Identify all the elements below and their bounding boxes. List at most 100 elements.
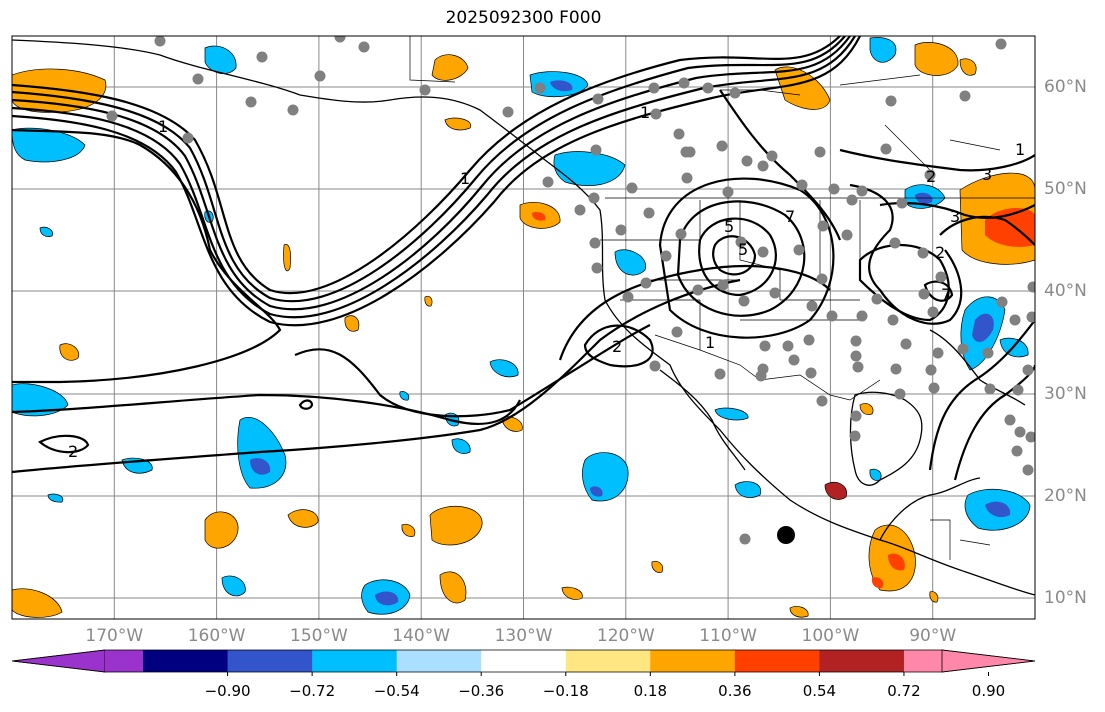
longitude-label: 120°W (596, 626, 655, 646)
station-dot (828, 183, 840, 195)
station-dot (626, 182, 638, 194)
station-dot (927, 306, 939, 318)
contour-label: 2 (612, 337, 622, 356)
colorbar-segment (143, 650, 229, 672)
station-dot (534, 82, 546, 94)
station-dot (1004, 414, 1016, 426)
station-dot (850, 350, 862, 362)
longitude-label: 150°W (290, 626, 348, 646)
colorbar-tick-label: −0.90 (204, 682, 251, 700)
station-dot (957, 343, 969, 355)
station-dot (678, 77, 690, 89)
station-dot (643, 207, 655, 219)
colorbar-segment (565, 650, 651, 672)
station-dots (106, 36, 1035, 545)
station-dot (1009, 314, 1021, 326)
station-dot (589, 237, 601, 249)
latitude-label: 10°N (1044, 588, 1087, 608)
station-dot (717, 279, 729, 291)
longitude-label: 100°W (801, 626, 860, 646)
contour-lines (12, 36, 1035, 481)
station-dot (782, 340, 794, 352)
station-dot (716, 140, 728, 152)
station-dot (900, 338, 912, 350)
station-dot (924, 169, 936, 181)
station-dot (918, 288, 930, 300)
station-dot (358, 41, 370, 53)
station-dot (995, 38, 1007, 50)
station-dot (885, 95, 897, 107)
station-dot (826, 310, 838, 322)
station-dot (245, 96, 257, 108)
station-dot (856, 185, 868, 197)
longitude-label: 130°W (494, 626, 553, 646)
station-dot (928, 382, 940, 394)
station-dot (805, 367, 817, 379)
station-dot (766, 150, 778, 162)
station-dot (650, 108, 662, 120)
longitude-label: 90°W (909, 626, 957, 646)
contour-label: 5 (724, 217, 734, 236)
station-dot (692, 284, 704, 296)
station-dot (796, 179, 808, 191)
contour-label: 1 (1015, 140, 1025, 159)
station-dot (889, 237, 901, 249)
station-dot (806, 300, 818, 312)
station-dot (660, 250, 672, 262)
colorbar-segment (819, 650, 905, 672)
station-dot (334, 36, 346, 43)
station-dot (735, 236, 747, 248)
contour-label: 2 (935, 243, 945, 262)
station-dot (154, 36, 166, 47)
station-dot (622, 291, 634, 303)
station-dot (671, 326, 683, 338)
longitude-label: 140°W (392, 626, 451, 646)
colorbar-extend-low (11, 649, 106, 673)
colorbar-tick-label: 0.36 (718, 682, 752, 700)
station-dot (502, 106, 514, 118)
colorbar (11, 649, 1036, 676)
latitude-label: 20°N (1044, 486, 1087, 506)
station-dot (1011, 445, 1023, 457)
latitude-label: 40°N (1044, 281, 1087, 301)
station-dot (640, 277, 652, 289)
station-dot (887, 314, 899, 326)
colorbar-outline (11, 649, 1036, 673)
station-dot (1014, 426, 1026, 438)
station-dot (681, 172, 693, 184)
station-dot (702, 82, 714, 94)
colorbar-segment (903, 650, 942, 672)
station-dot (996, 296, 1008, 308)
longitude-label: 160°W (187, 626, 246, 646)
station-dot (850, 410, 862, 422)
station-dot (932, 347, 944, 359)
station-dot (925, 364, 937, 376)
colorbar-tick-label: 0.54 (802, 682, 837, 700)
station-dot (846, 194, 858, 206)
station-dot (182, 132, 194, 144)
station-dot (680, 146, 692, 158)
colorbar-tick-label: −0.54 (373, 682, 420, 700)
contour-label-group: 1 1 1 1 2 2 2 2 3 3 5 5 7 7 1 (68, 103, 1025, 461)
station-dot (850, 335, 862, 347)
station-dot (738, 295, 750, 307)
coastlines (12, 39, 1035, 596)
station-dot (788, 354, 800, 366)
colorbar-tick-label: −0.72 (289, 682, 336, 700)
station-dot (739, 533, 751, 545)
station-dot (673, 128, 685, 140)
contour-label: 3 (982, 165, 992, 184)
station-dot (592, 93, 604, 105)
contour-label: 7 (785, 207, 795, 226)
contour-label: 2 (926, 167, 936, 186)
station-dot (849, 430, 861, 442)
station-dot (106, 110, 118, 122)
station-dot (759, 340, 771, 352)
station-dot (890, 363, 902, 375)
station-dot (816, 273, 828, 285)
station-dot (982, 347, 994, 359)
station-dot (841, 229, 853, 241)
contour-label: 1 (460, 169, 470, 188)
station-dot (769, 287, 781, 299)
latitude-label: 50°N (1044, 179, 1087, 199)
